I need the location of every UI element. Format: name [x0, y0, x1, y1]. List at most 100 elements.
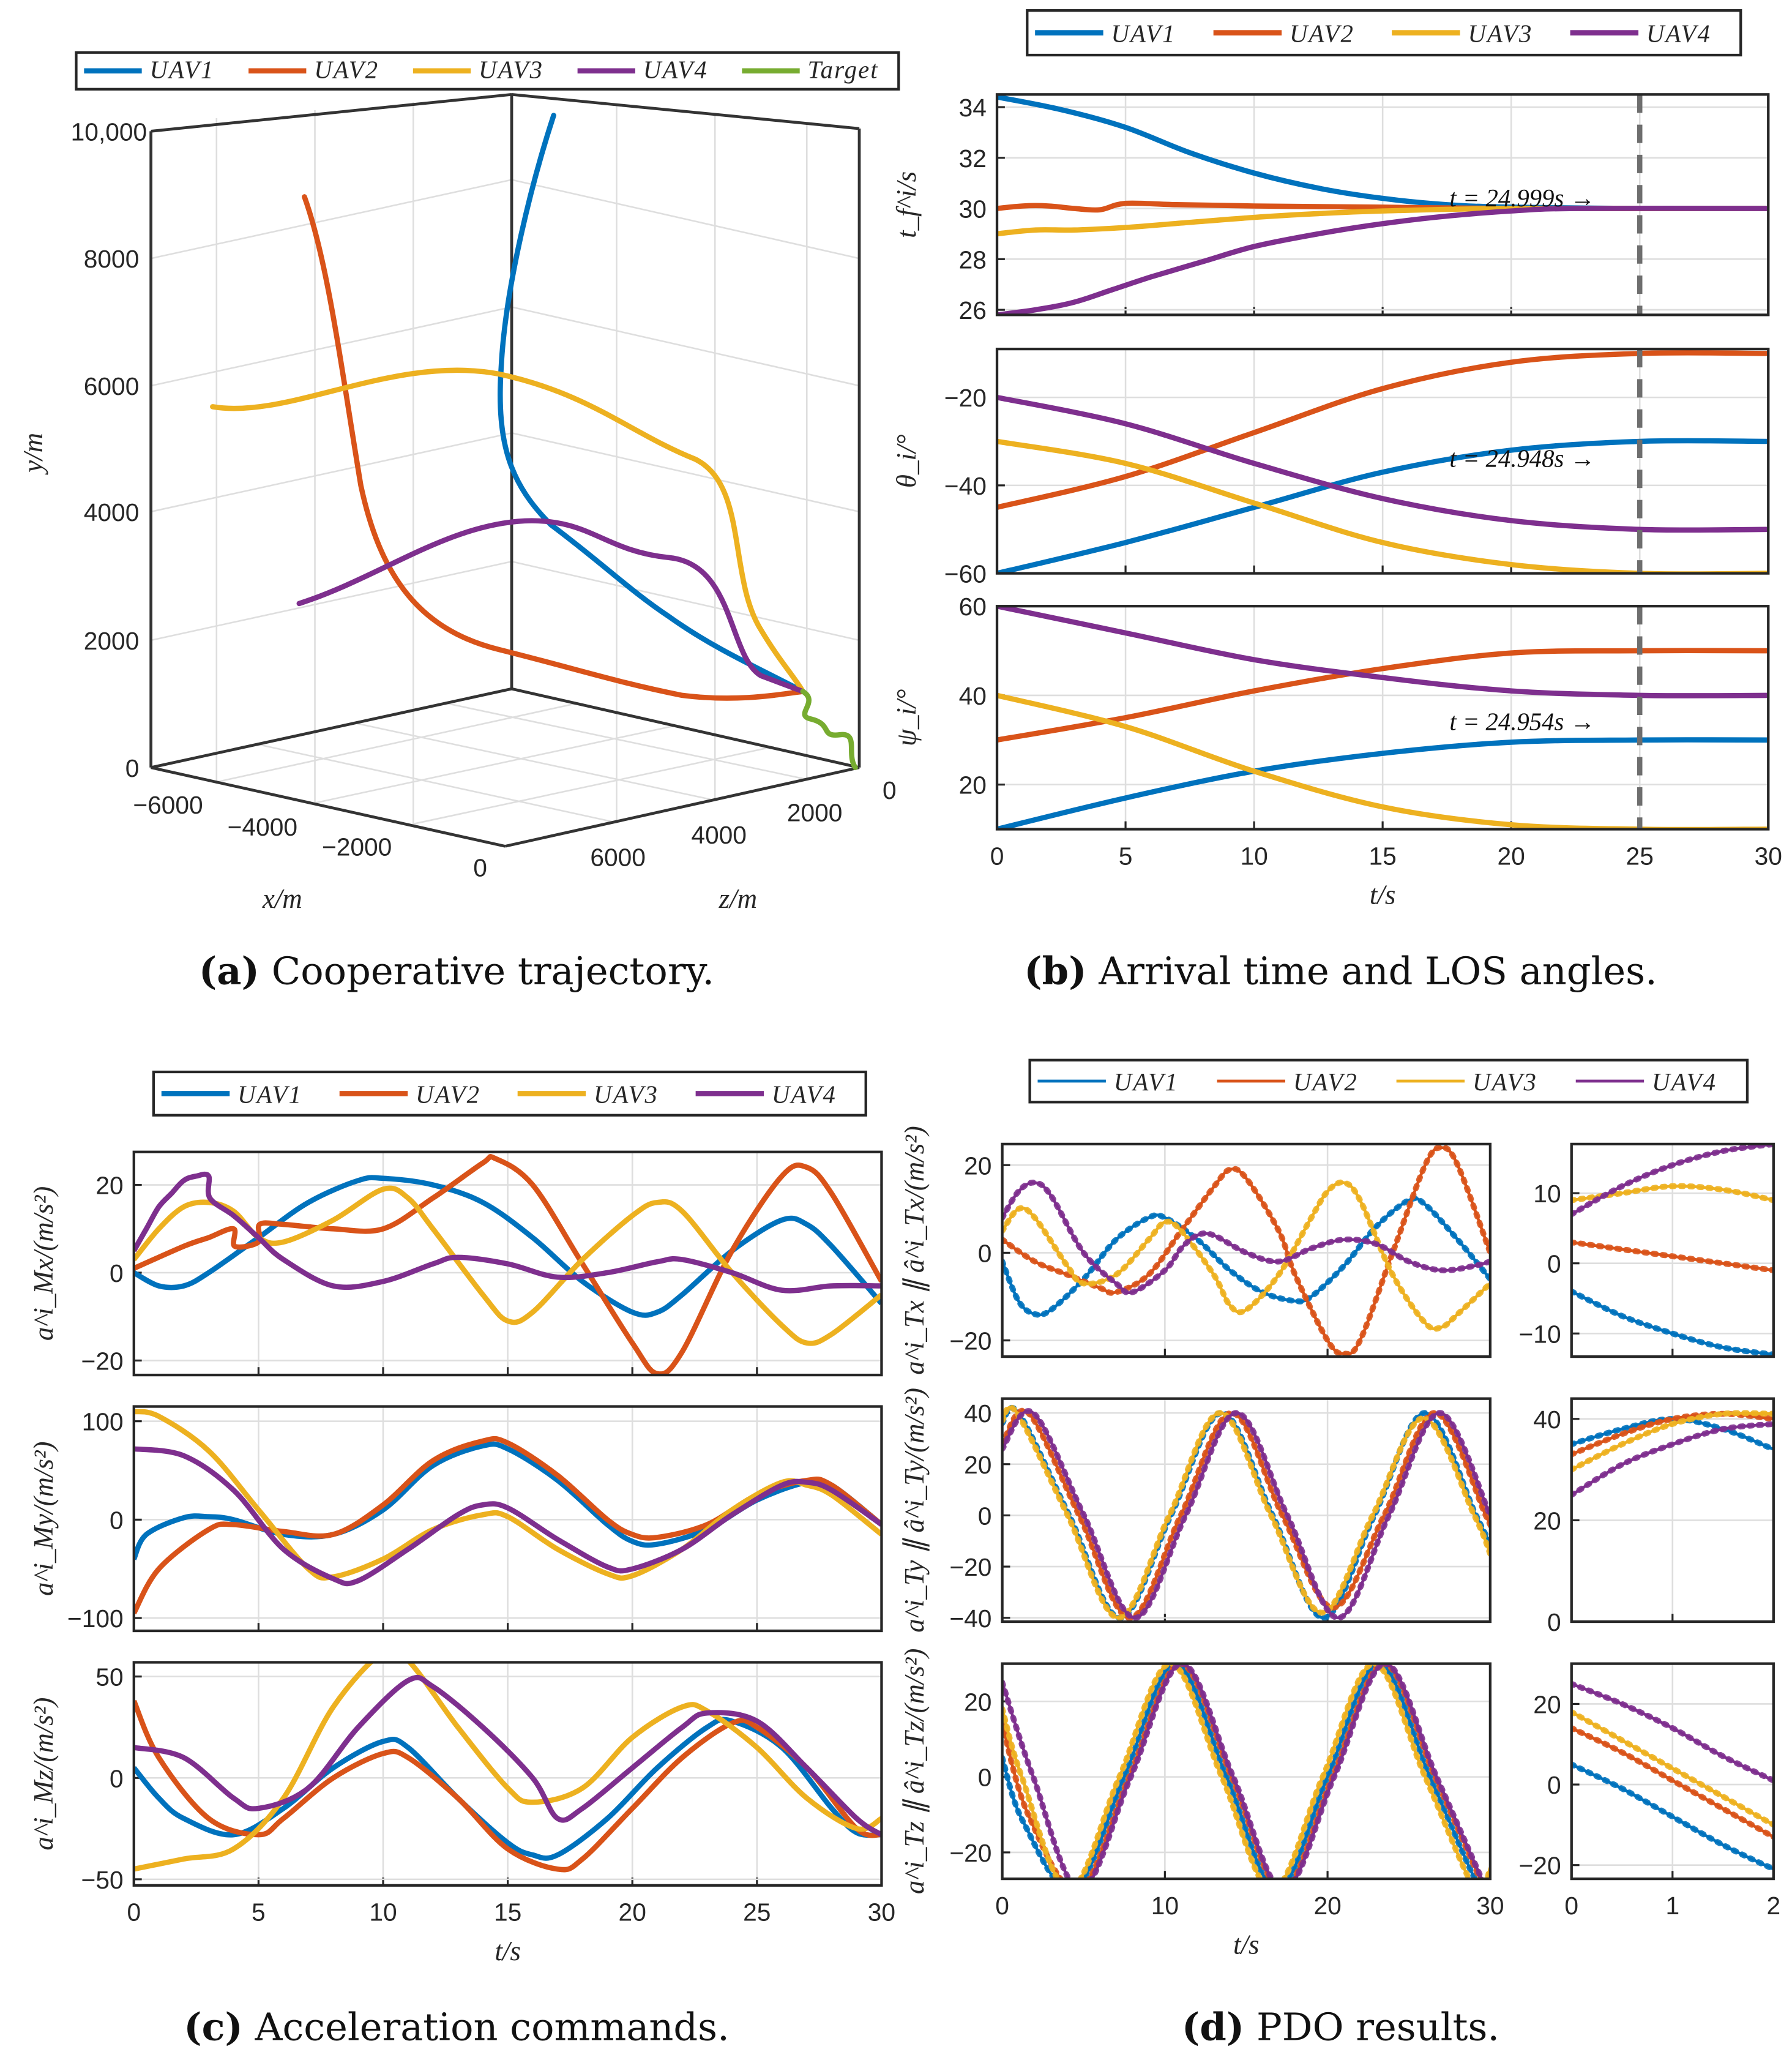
- axes-box: [995, 347, 1770, 575]
- axes-box: [995, 605, 1770, 831]
- y-axis-label: a^i_Tz ∥ â^i_Tz/(m/s²): [899, 1649, 930, 1895]
- estimate-line-uav4: [1571, 1421, 1774, 1498]
- annotation-text: t = 24.999s →: [1449, 184, 1595, 212]
- y-tick-label: 20: [964, 1688, 991, 1716]
- legend-item-uav3: UAV3: [517, 1080, 657, 1108]
- estimate-line-uav1: [1571, 1288, 1774, 1357]
- y-tick-label: 28: [959, 245, 987, 274]
- series-line-uav3: [133, 1185, 882, 1346]
- axes-box: [1570, 1662, 1775, 1881]
- y-axis-label: θ_i/°: [891, 435, 922, 489]
- series-line-uav4: [997, 394, 1769, 533]
- axes-b2: −60 −40 −20 t = 24.948s → θ_i/°: [891, 347, 1770, 588]
- y-tick-label: −20: [949, 1839, 991, 1867]
- estimate-line-uav2: [1002, 1144, 1490, 1357]
- legend-label: UAV1: [1114, 1068, 1179, 1096]
- legend-a: UAV1 UAV2 UAV3 UAV4 Target: [75, 51, 900, 91]
- y-tick-label: 34: [959, 94, 987, 122]
- axes-r2: 0 20 40: [1533, 1397, 1775, 1636]
- estimate-line-uav3: [1571, 1709, 1774, 1828]
- legend-label: UAV2: [416, 1080, 480, 1108]
- z-tick: 4000: [691, 821, 747, 849]
- y-axis-label: t_f^i/s: [891, 171, 922, 238]
- legend-label: UAV4: [1652, 1068, 1717, 1096]
- y-axis-label: a^i_Mz/(m/s²): [28, 1698, 59, 1851]
- series-line-uav4: [997, 205, 1769, 315]
- y-tick: 4000: [84, 498, 140, 526]
- panel-a-3d-plot: 0 2000 4000 6000 8000 10,000 −6000 −4000…: [18, 92, 897, 914]
- axes-box: [1001, 1142, 1492, 1358]
- estimate-line-uav4: [1002, 1408, 1490, 1621]
- axes-box: [132, 1661, 883, 1887]
- y-tick-label: 0: [110, 1506, 124, 1534]
- series-line-uav4: [997, 606, 1769, 698]
- y-tick-label: −60: [944, 560, 987, 588]
- x-tick-label: 25: [743, 1898, 771, 1927]
- estimate-line-uav1: [1571, 1761, 1774, 1873]
- axes-b3: 0 5 10 15 20 25 30 20 40 60 t = 24.954s → t/s ψ_i/°: [891, 593, 1782, 910]
- legend-item-uav2: UAV2: [1213, 20, 1353, 48]
- y-tick-label: 0: [978, 1502, 992, 1530]
- legend-label: UAV4: [1646, 20, 1711, 48]
- series-line-uav4: [133, 1171, 882, 1294]
- legend-item-uav3: UAV3: [1396, 1068, 1536, 1096]
- y-tick-label: 0: [978, 1764, 992, 1792]
- x-tick: −2000: [322, 833, 392, 861]
- y-tick-label: 20: [1533, 1507, 1561, 1535]
- legend-label: UAV2: [314, 56, 379, 84]
- series-group: [1571, 1410, 1774, 1498]
- legend-label: UAV3: [479, 56, 543, 84]
- estimate-line-uav2: [1571, 1239, 1774, 1273]
- y-tick-label: −20: [1519, 1852, 1561, 1880]
- y-tick-label: −10: [1519, 1320, 1561, 1348]
- estimate-line-uav3: [1571, 1410, 1774, 1473]
- y-tick-label: −40: [949, 1605, 991, 1633]
- y-tick-label: −20: [949, 1327, 991, 1355]
- y-tick-label: 0: [110, 1764, 124, 1792]
- y-tick-label: −40: [944, 472, 987, 500]
- legend-item-uav4: UAV4: [1575, 1068, 1717, 1096]
- estimate-line-uav3: [1002, 1404, 1490, 1621]
- legend-item-uav2: UAV2: [248, 56, 379, 84]
- series-line-uav1: [133, 1175, 882, 1318]
- y-tick-label: 40: [964, 1399, 991, 1428]
- legend-label: Target: [808, 56, 879, 84]
- series-group: [1002, 1404, 1490, 1621]
- y-tick-label: −20: [81, 1347, 124, 1375]
- legend-label: UAV2: [1293, 1068, 1358, 1096]
- y-tick-labels: 0 2000 4000 6000 8000 10,000: [71, 118, 147, 782]
- x-tick-labels: −6000 −4000 −2000 0: [133, 791, 487, 882]
- 3d-axes-box: [149, 92, 861, 848]
- caption-letter: (d): [1182, 2005, 1244, 2050]
- legend-item-target: Target: [742, 56, 878, 84]
- caption-letter: (a): [199, 948, 259, 993]
- axes-box: [132, 1150, 883, 1377]
- caption-letter: (b): [1024, 948, 1086, 993]
- line-charts: 26 28 30 32 34 t = 24.999s → t_f^i/s −60 −40 −20 t…: [28, 93, 1782, 1966]
- legend-item-uav2: UAV2: [339, 1080, 480, 1108]
- 3d-grid: [151, 102, 860, 825]
- y-tick-label: 0: [978, 1239, 992, 1267]
- legend-label: UAV4: [772, 1080, 837, 1108]
- y-tick-label: 0: [1547, 1771, 1561, 1799]
- x-axis-label: t/s: [1370, 880, 1396, 910]
- x-tick: −4000: [228, 813, 297, 841]
- y-tick-label: −50: [81, 1866, 124, 1894]
- axes-c1: −20 0 20 a^i_Mx/(m/s²): [28, 1150, 883, 1377]
- z-tick: 2000: [787, 799, 843, 827]
- caption-a: (a) Cooperative trajectory.: [199, 948, 714, 993]
- y-tick-label: −100: [67, 1605, 124, 1633]
- caption-b: (b) Arrival time and LOS angles.: [1024, 948, 1657, 993]
- x-tick-label: 15: [1368, 842, 1396, 870]
- y-tick-label: 20: [964, 1151, 991, 1180]
- series-line-uav3: [133, 1409, 882, 1581]
- y-tick-label: 100: [82, 1408, 124, 1436]
- y-axis-label: a^i_Mx/(m/s²): [28, 1186, 59, 1341]
- x-tick-label: 10: [1151, 1892, 1179, 1920]
- y-tick-label: 26: [959, 296, 987, 324]
- caption-text: Arrival time and LOS angles.: [1087, 948, 1657, 993]
